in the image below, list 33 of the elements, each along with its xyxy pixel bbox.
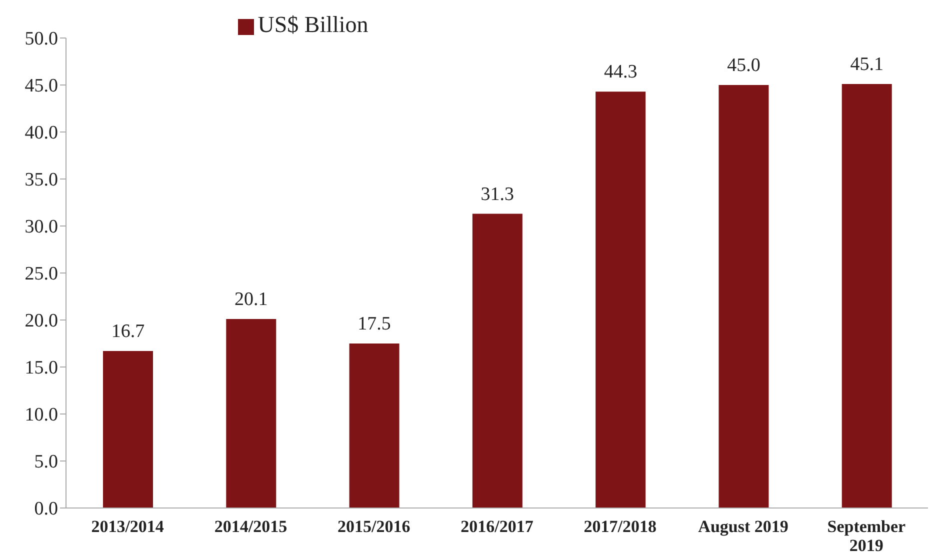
data-label: 16.7 <box>111 321 145 342</box>
y-tick-label: 15.0 <box>24 358 58 379</box>
data-label: 45.0 <box>727 55 760 76</box>
y-tick-label: 40.0 <box>24 122 58 144</box>
bar <box>842 84 892 508</box>
data-label: 31.3 <box>480 184 514 205</box>
bar <box>226 319 276 508</box>
y-tick-label: 45.0 <box>24 76 58 97</box>
x-tick-label: September 2019 <box>827 517 906 555</box>
bar <box>596 92 646 508</box>
y-tick-label: 0.0 <box>34 498 58 520</box>
x-tick-label: August 2019 <box>698 517 788 536</box>
data-label: 44.3 <box>604 62 638 83</box>
x-tick-label: 2013/2014 <box>91 517 164 536</box>
data-label: 45.1 <box>850 54 884 76</box>
bar <box>103 351 153 508</box>
data-label: 17.5 <box>358 314 391 334</box>
x-tick-label: 2017/2018 <box>584 517 657 536</box>
x-tick-label: 2014/2015 <box>214 517 288 536</box>
legend-label: US$ Billion <box>258 12 368 37</box>
y-tick-label: 25.0 <box>24 264 58 285</box>
bar <box>472 214 522 508</box>
x-tick-label: 2016/2017 <box>460 517 534 536</box>
y-tick-label: 35.0 <box>24 170 58 191</box>
y-tick-label: 10.0 <box>24 404 58 426</box>
x-tick-label: 2015/2016 <box>337 517 410 536</box>
y-tick-label: 20.0 <box>24 310 58 332</box>
y-tick-label: 5.0 <box>34 452 58 473</box>
y-tick-label: 50.0 <box>24 28 58 50</box>
bar <box>349 344 400 508</box>
data-label: 20.1 <box>234 289 268 310</box>
y-tick-label: 30.0 <box>24 216 58 238</box>
bar <box>718 85 769 508</box>
